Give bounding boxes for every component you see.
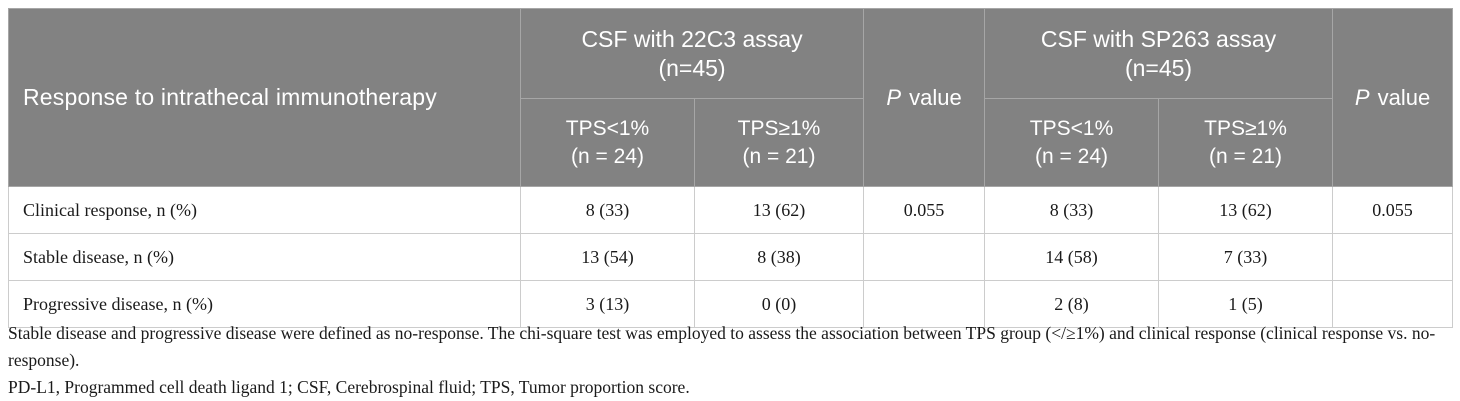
subheader-sp263-tps-high: TPS≥1% (n = 21) xyxy=(1158,98,1334,187)
footnote-methods: Stable disease and progressive disease w… xyxy=(8,323,1436,370)
header-group-22c3: CSF with 22C3 assay (n=45) xyxy=(519,8,865,99)
row-label: Progressive disease, n (%) xyxy=(8,280,521,328)
cell-sp263-tps-high: 1 (5) xyxy=(1158,280,1334,328)
group-title: CSF with SP263 assay xyxy=(1040,25,1277,52)
cell-p-value-1 xyxy=(863,233,986,281)
group-n: (n=45) xyxy=(1124,54,1193,81)
cell-sp263-tps-high: 13 (62) xyxy=(1158,186,1334,234)
footnote-abbreviations: PD-L1, Programmed cell death ligand 1; C… xyxy=(8,377,690,397)
cell-22c3-tps-high: 0 (0) xyxy=(693,280,865,328)
table-row: Clinical response, n (%) 8 (33) 13 (62) … xyxy=(8,186,1454,234)
table-body: Clinical response, n (%) 8 (33) 13 (62) … xyxy=(8,186,1454,328)
subheader-line1: TPS≥1% xyxy=(737,117,821,141)
cell-22c3-tps-low: 8 (33) xyxy=(520,186,695,234)
cell-p-value-2 xyxy=(1332,233,1454,281)
cell-sp263-tps-high: 7 (33) xyxy=(1158,233,1334,281)
row-label: Stable disease, n (%) xyxy=(8,233,521,281)
row-label: Clinical response, n (%) xyxy=(8,186,521,234)
table-row: Stable disease, n (%) 13 (54) 8 (38) 14 … xyxy=(8,233,1454,281)
subheader-line2: (n = 21) xyxy=(1209,144,1282,168)
subheader-sp263-tps-low: TPS<1% (n = 24) xyxy=(984,98,1160,187)
table-footnotes: Stable disease and progressive disease w… xyxy=(8,320,1456,401)
header-group-sp263: CSF with SP263 assay (n=45) xyxy=(984,8,1334,99)
subheader-line1: TPS≥1% xyxy=(1204,117,1287,141)
cell-sp263-tps-low: 8 (33) xyxy=(984,186,1160,234)
subheader-line2: (n = 24) xyxy=(571,144,644,168)
group-n: (n=45) xyxy=(658,54,726,81)
group-title: CSF with 22C3 assay xyxy=(581,25,803,52)
table-header: Response to intrathecal immunotherapy CS… xyxy=(8,8,1454,187)
table-row: Progressive disease, n (%) 3 (13) 0 (0) … xyxy=(8,280,1454,328)
header-row-label: Response to intrathecal immunotherapy xyxy=(8,8,521,187)
p-rest: value xyxy=(1371,84,1431,110)
cell-sp263-tps-low: 14 (58) xyxy=(984,233,1160,281)
subheader-line1: TPS<1% xyxy=(1029,117,1114,141)
response-table: Response to intrathecal immunotherapy CS… xyxy=(8,8,1454,328)
subheader-22c3-tps-low: TPS<1% (n = 24) xyxy=(520,98,695,187)
cell-p-value-1: 0.055 xyxy=(863,186,986,234)
p-italic: P xyxy=(886,84,901,110)
subheader-line1: TPS<1% xyxy=(565,117,650,141)
header-p-value-2: P value xyxy=(1332,8,1454,187)
subheader-line2: (n = 24) xyxy=(1035,144,1108,168)
subheader-22c3-tps-high: TPS≥1% (n = 21) xyxy=(693,98,865,187)
cell-22c3-tps-low: 13 (54) xyxy=(520,233,695,281)
p-rest: value xyxy=(903,84,962,110)
cell-22c3-tps-high: 8 (38) xyxy=(693,233,865,281)
p-italic: P xyxy=(1354,84,1370,110)
cell-p-value-1 xyxy=(863,280,986,328)
cell-p-value-2 xyxy=(1332,280,1454,328)
cell-22c3-tps-high: 13 (62) xyxy=(693,186,865,234)
header-p-value-1: P value xyxy=(863,8,986,187)
cell-p-value-2: 0.055 xyxy=(1332,186,1454,234)
subheader-line2: (n = 21) xyxy=(742,144,816,168)
